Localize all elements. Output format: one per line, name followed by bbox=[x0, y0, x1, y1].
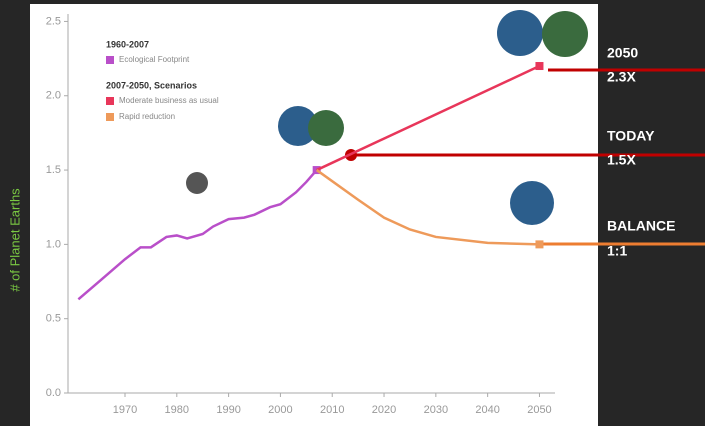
x-tick-label: 1970 bbox=[113, 404, 137, 416]
legend-heading: 1960-2007 bbox=[106, 39, 149, 49]
legend-swatch bbox=[106, 113, 114, 121]
marker-dot bbox=[186, 172, 208, 194]
annotation: BALANCE bbox=[607, 218, 675, 234]
y-tick-label: 1.0 bbox=[46, 238, 61, 250]
legend-swatch bbox=[106, 97, 114, 105]
x-tick-label: 2000 bbox=[268, 404, 292, 416]
end-marker bbox=[535, 62, 544, 71]
y-tick-label: 2.0 bbox=[46, 90, 61, 102]
legend-label: Rapid reduction bbox=[119, 112, 175, 121]
y-axis-label: # of Planet Earths bbox=[7, 188, 22, 292]
x-tick-label: 2020 bbox=[372, 404, 396, 416]
series-line bbox=[77, 169, 318, 301]
earth bbox=[278, 106, 318, 146]
x-tick-label: 2010 bbox=[320, 404, 344, 416]
earth bbox=[542, 11, 588, 57]
earth bbox=[308, 110, 344, 146]
x-tick-label: 1980 bbox=[165, 404, 189, 416]
y-tick-label: 2.5 bbox=[46, 15, 61, 27]
annotation: 2.3X bbox=[607, 69, 636, 85]
x-tick-label: 1990 bbox=[216, 404, 240, 416]
x-tick-label: 2030 bbox=[424, 404, 448, 416]
annotation: 2050 bbox=[607, 45, 638, 61]
series-line bbox=[316, 64, 540, 172]
legend-swatch bbox=[106, 56, 114, 64]
annotation: 1970s bbox=[122, 174, 161, 190]
earth bbox=[497, 10, 543, 56]
annotation: TODAY bbox=[607, 128, 655, 144]
legend-label: Ecological Footprint bbox=[119, 55, 190, 64]
earth bbox=[510, 181, 554, 225]
end-marker bbox=[535, 240, 544, 249]
annotation: 1.5X bbox=[607, 152, 636, 168]
x-tick-label: 2050 bbox=[527, 404, 551, 416]
y-tick-label: 0.0 bbox=[46, 387, 61, 399]
x-tick-label: 2040 bbox=[475, 404, 499, 416]
y-tick-label: 1.5 bbox=[46, 164, 61, 176]
earth-icons bbox=[278, 10, 588, 225]
annotation: 1:1 bbox=[607, 243, 627, 259]
y-tick-label: 0.5 bbox=[46, 313, 61, 325]
chart-panel bbox=[30, 4, 598, 426]
legend-heading: 2007-2050, Scenarios bbox=[106, 80, 197, 90]
legend-label: Moderate business as usual bbox=[119, 96, 219, 105]
series-line bbox=[315, 169, 540, 246]
